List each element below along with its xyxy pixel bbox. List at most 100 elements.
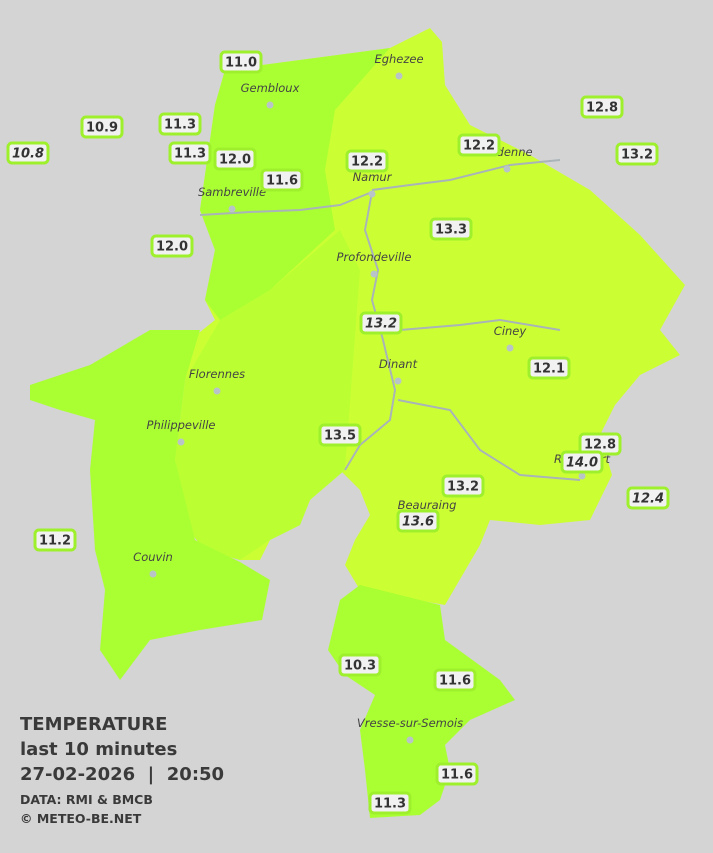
city-label: Vresse-sur-Semois: [357, 716, 463, 730]
station-value: 11.2: [39, 534, 71, 549]
station: 13.6: [396, 509, 440, 533]
station: 12.0: [150, 234, 194, 258]
station-box: [615, 142, 659, 166]
station: 12.2: [457, 133, 501, 157]
station-value: 12.0: [156, 240, 188, 255]
station-box: [457, 133, 501, 157]
station-box: [560, 450, 604, 474]
station-value: 12.2: [463, 139, 495, 154]
station-box: [345, 149, 389, 173]
station: 11.3: [158, 112, 202, 136]
river: [397, 399, 581, 481]
station-box: [33, 528, 77, 552]
station-value: 11.3: [374, 797, 406, 812]
station-box: [359, 311, 403, 335]
city-label: Sambreville: [198, 185, 266, 199]
city-label: Couvin: [133, 550, 173, 564]
station: 12.0: [213, 147, 257, 171]
river: [399, 318, 561, 331]
station: 11.6: [435, 762, 479, 786]
station-value: 11.3: [164, 118, 196, 133]
station-value: 11.0: [225, 56, 257, 71]
caption-source: DATA: RMI & BMCB: [20, 792, 153, 807]
station-value: 10.3: [344, 659, 376, 674]
station-box: [368, 791, 412, 815]
station-box: [626, 486, 670, 510]
station-box: [260, 168, 304, 192]
station: 12.8: [578, 432, 622, 456]
river: [344, 191, 397, 471]
station-value: 10.9: [86, 121, 118, 136]
city-dot: [177, 438, 185, 446]
region-west: [30, 330, 270, 680]
caption-title: TEMPERATURE: [20, 714, 167, 735]
station-box: [338, 653, 382, 677]
station-value: 14.0: [566, 456, 598, 471]
station: 12.8: [580, 95, 624, 119]
caption: TEMPERATURE last 10 minutes 27-02-2026 |…: [20, 714, 224, 826]
station-value: 13.6: [402, 515, 434, 530]
station: 10.9: [80, 115, 124, 139]
city-dot: [266, 101, 274, 109]
station: 12.1: [527, 356, 571, 380]
city-dot: [370, 270, 378, 278]
river: [199, 191, 373, 216]
region-middle: [175, 230, 360, 560]
station-box: [158, 112, 202, 136]
station-box: [150, 234, 194, 258]
station: 10.8: [6, 141, 50, 165]
region-south: [328, 585, 515, 818]
station-value: 12.0: [219, 153, 251, 168]
station: 11.3: [168, 141, 212, 165]
city-dot: [394, 377, 402, 385]
station-value: 13.5: [324, 429, 356, 444]
station: 11.3: [368, 791, 412, 815]
station: 11.6: [260, 168, 304, 192]
station-value: 12.8: [586, 101, 618, 116]
city-label: Florennes: [189, 367, 245, 381]
station-value: 13.2: [447, 480, 479, 495]
station-value: 11.6: [266, 174, 298, 189]
station-value: 12.2: [351, 155, 383, 170]
station-box: [6, 141, 50, 165]
city-label: Dinant: [379, 357, 418, 371]
station: 11.6: [433, 668, 477, 692]
city-dot: [368, 190, 376, 198]
city-label: Namur: [353, 170, 393, 184]
station-box: [433, 668, 477, 692]
station: 10.3: [338, 653, 382, 677]
station-value: 12.4: [632, 492, 664, 507]
station-box: [213, 147, 257, 171]
station-value: 13.3: [435, 223, 467, 238]
station: 12.4: [626, 486, 670, 510]
station: 12.2: [345, 149, 389, 173]
station-box: [168, 141, 212, 165]
station: 13.2: [441, 474, 485, 498]
city-dot: [395, 72, 403, 80]
station-value: 13.2: [621, 148, 653, 163]
station-box: [80, 115, 124, 139]
stations: 11.0 10.9 11.3 10.8 11.3 12.0 11.6 12.2 12.2 12.8…: [6, 50, 670, 815]
rivers: [199, 159, 581, 481]
station: 11.0: [219, 50, 263, 74]
station-value: 11.3: [174, 147, 206, 162]
station-value: 11.6: [441, 768, 473, 783]
caption-subtitle: last 10 minutes: [20, 739, 177, 760]
city-label: Profondeville: [337, 250, 412, 264]
city-label: Philippeville: [147, 418, 216, 432]
station: 13.3: [429, 217, 473, 241]
city-dot: [578, 472, 586, 480]
city-dot: [503, 165, 511, 173]
station: 13.2: [615, 142, 659, 166]
caption-copyright: © METEO-BE.NET: [20, 811, 142, 826]
station: 11.2: [33, 528, 77, 552]
city-label: Eghezee: [374, 52, 423, 66]
city-dot: [213, 387, 221, 395]
station: 13.2: [359, 311, 403, 335]
station-box: [527, 356, 571, 380]
station-box: [318, 423, 362, 447]
city-dot: [506, 344, 514, 352]
city-label: Beauraing: [398, 498, 457, 512]
caption-datetime: 27-02-2026 | 20:50: [20, 764, 224, 785]
city-dot: [149, 570, 157, 578]
